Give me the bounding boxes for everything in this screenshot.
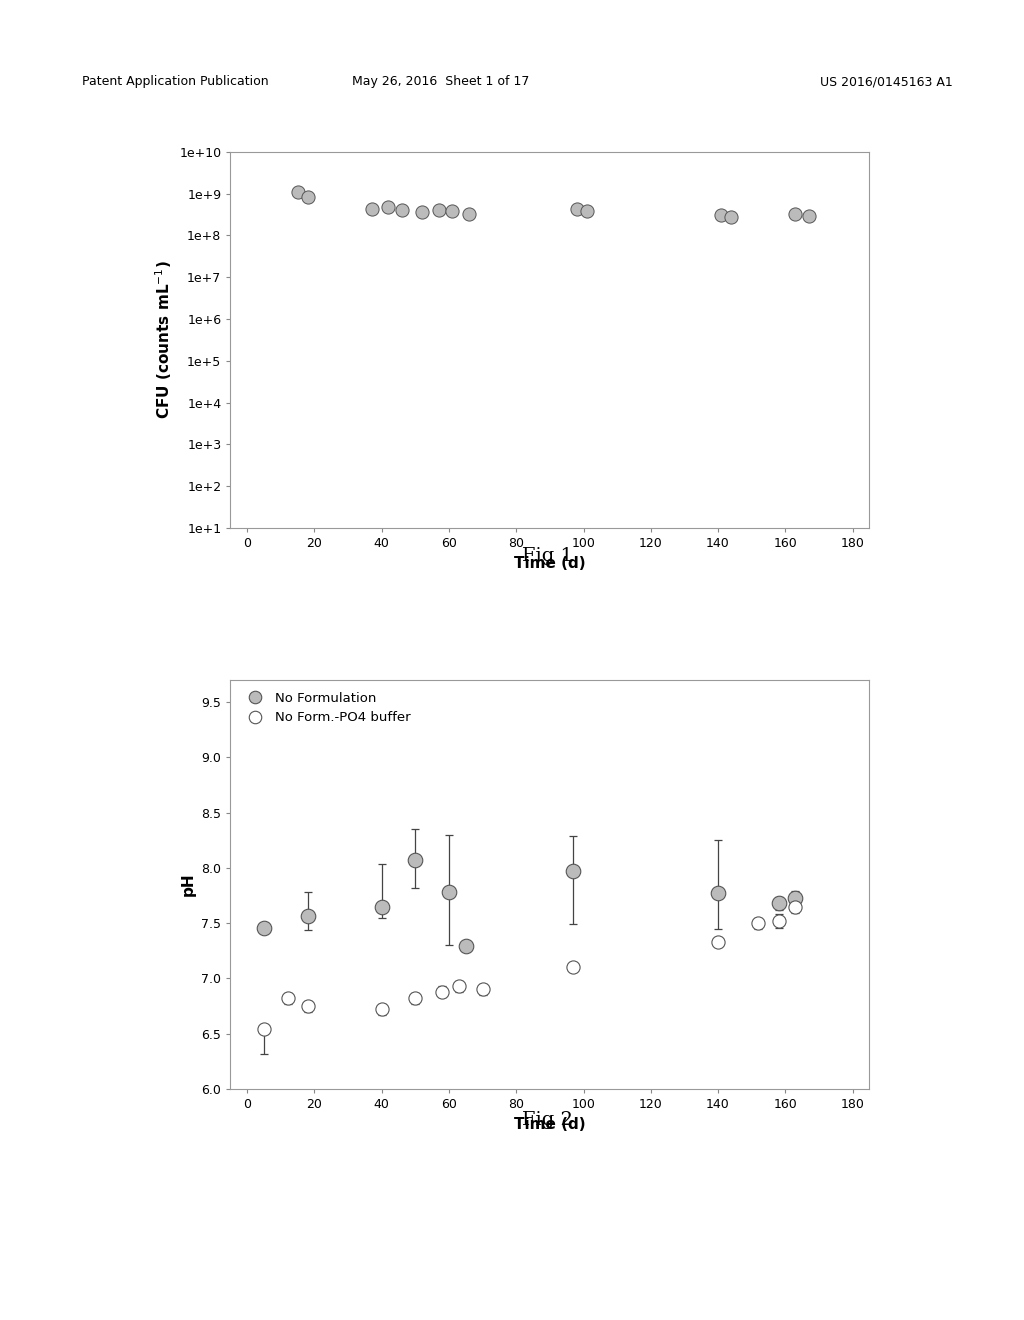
Point — [290, 181, 306, 202]
Point — [380, 197, 396, 218]
Point — [280, 987, 296, 1008]
Point — [374, 896, 390, 917]
X-axis label: Time (d): Time (d) — [514, 556, 586, 570]
Point — [256, 917, 272, 939]
Point — [461, 203, 477, 224]
Point — [414, 202, 430, 223]
Point — [458, 936, 474, 957]
Point — [770, 892, 786, 913]
Point — [431, 199, 447, 220]
Point — [770, 911, 786, 932]
Point — [787, 896, 804, 917]
Point — [364, 199, 380, 220]
Point — [713, 205, 729, 226]
Text: Patent Application Publication: Patent Application Publication — [82, 75, 268, 88]
Text: US 2016/0145163 A1: US 2016/0145163 A1 — [819, 75, 952, 88]
Point — [565, 861, 582, 882]
Point — [408, 987, 424, 1008]
Text: May 26, 2016  Sheet 1 of 17: May 26, 2016 Sheet 1 of 17 — [351, 75, 529, 88]
Text: Fig 1: Fig 1 — [522, 546, 573, 565]
Point — [710, 932, 726, 953]
Y-axis label: pH: pH — [181, 873, 196, 896]
Point — [751, 912, 767, 933]
Text: Fig 2: Fig 2 — [522, 1110, 573, 1129]
Point — [565, 957, 582, 978]
Point — [787, 203, 804, 224]
X-axis label: Time (d): Time (d) — [514, 1117, 586, 1131]
Point — [451, 975, 467, 997]
Point — [374, 999, 390, 1020]
Point — [408, 850, 424, 871]
Point — [474, 979, 490, 1001]
Point — [723, 207, 739, 228]
Point — [568, 198, 585, 219]
Point — [300, 906, 316, 927]
Point — [579, 201, 595, 222]
Point — [434, 981, 451, 1002]
Point — [444, 201, 461, 222]
Point — [256, 1019, 272, 1040]
Point — [440, 882, 457, 903]
Point — [300, 186, 316, 207]
Point — [787, 887, 804, 908]
Y-axis label: CFU (counts mL$^{-1}$): CFU (counts mL$^{-1}$) — [153, 260, 174, 420]
Point — [801, 206, 817, 227]
Point — [393, 199, 410, 220]
Point — [300, 995, 316, 1016]
Point — [710, 883, 726, 904]
Legend: No Formulation, No Form.-PO4 buffer: No Formulation, No Form.-PO4 buffer — [237, 686, 416, 730]
